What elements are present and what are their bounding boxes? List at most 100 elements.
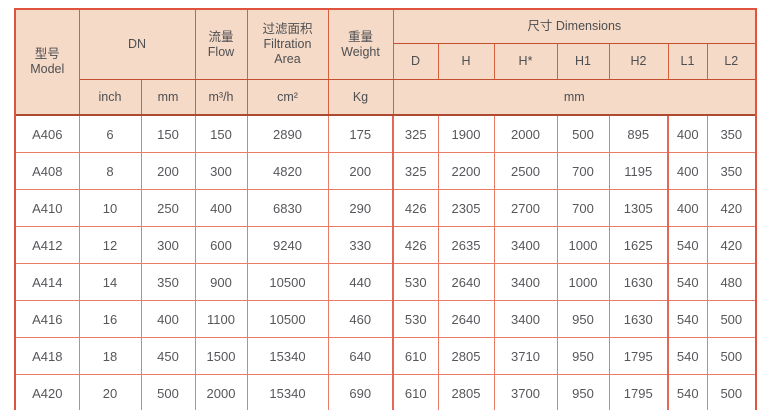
cell-dim-h1: 700 — [556, 189, 610, 227]
model-cell: A406 — [14, 114, 80, 153]
unit-dn-mm: mm — [140, 79, 196, 116]
model-cell: A412 — [14, 226, 80, 264]
cell-dim-h2: 1795 — [608, 337, 669, 375]
table-row: A416 16 400 1100 10500 460 530 2640 3400… — [14, 300, 758, 338]
cell-weight: 290 — [327, 189, 394, 227]
cell-dim-l2: 500 — [706, 374, 758, 410]
table-row: A418 18 450 1500 15340 640 610 2805 3710… — [14, 337, 758, 375]
spec-table: 型号 Model DN 流量 Flow 过滤面积 Filtration Area… — [14, 8, 758, 410]
cell-dim-l2: 480 — [706, 263, 758, 301]
cell-dn-inch: 6 — [78, 114, 142, 153]
cell-dim-h2: 1195 — [608, 152, 669, 190]
cell-dim-l2: 420 — [706, 226, 758, 264]
cell-dim-h1: 950 — [556, 374, 610, 410]
cell-dim-d: 530 — [392, 263, 439, 301]
cell-dn-mm: 450 — [140, 337, 196, 375]
cell-dim-h2: 895 — [608, 114, 669, 153]
cell-dim-l2: 350 — [706, 152, 758, 190]
header-dim-l1: L1 — [667, 43, 708, 80]
table-row: A414 14 350 900 10500 440 530 2640 3400 … — [14, 263, 758, 301]
cell-flow: 900 — [194, 263, 248, 301]
cell-dim-hstar: 3700 — [493, 374, 558, 410]
cell-filtration-area: 2890 — [246, 114, 329, 153]
cell-dim-hstar: 3710 — [493, 337, 558, 375]
cell-dim-h: 2805 — [437, 337, 495, 375]
header-dimensions: 尺寸 Dimensions — [392, 8, 757, 44]
cell-flow: 1100 — [194, 300, 248, 338]
cell-filtration-area: 10500 — [246, 263, 329, 301]
cell-weight: 460 — [327, 300, 394, 338]
cell-dn-inch: 12 — [78, 226, 142, 264]
header-row-dimension-columns: D H H* H1 H2 L1 L2 — [15, 43, 757, 80]
table-row: A408 8 200 300 4820 200 325 2200 2500 70… — [14, 152, 758, 190]
cell-dim-h: 2635 — [437, 226, 495, 264]
header-filtration-area: 过滤面积 Filtration Area — [246, 8, 329, 80]
unit-filtration-area: cm² — [246, 79, 329, 116]
cell-dim-l1: 400 — [667, 189, 708, 227]
cell-filtration-area: 6830 — [246, 189, 329, 227]
cell-dim-d: 426 — [392, 189, 439, 227]
cell-dim-h1: 950 — [556, 300, 610, 338]
cell-dim-d: 610 — [392, 337, 439, 375]
cell-dn-inch: 16 — [78, 300, 142, 338]
unit-dimensions: mm — [392, 79, 757, 116]
table-body: A406 6 150 150 2890 175 325 1900 2000 50… — [14, 114, 758, 410]
cell-dim-h: 2305 — [437, 189, 495, 227]
table-row: A410 10 250 400 6830 290 426 2305 2700 7… — [14, 189, 758, 227]
cell-dn-mm: 250 — [140, 189, 196, 227]
cell-dn-inch: 8 — [78, 152, 142, 190]
header-dim-l2: L2 — [706, 43, 757, 80]
table-row: A420 20 500 2000 15340 690 610 2805 3700… — [14, 374, 758, 410]
table-header: 型号 Model DN 流量 Flow 过滤面积 Filtration Area… — [14, 8, 757, 116]
cell-flow: 600 — [194, 226, 248, 264]
cell-dim-hstar: 2000 — [493, 114, 558, 153]
cell-dim-l1: 400 — [667, 114, 708, 153]
unit-dn-inch: inch — [78, 79, 142, 116]
cell-dim-l1: 540 — [667, 374, 708, 410]
cell-flow: 2000 — [194, 374, 248, 410]
cell-filtration-area: 15340 — [246, 337, 329, 375]
cell-filtration-area: 10500 — [246, 300, 329, 338]
header-weight: 重量 Weight — [327, 8, 394, 80]
header-dim-hstar: H* — [493, 43, 558, 80]
table-row: A412 12 300 600 9240 330 426 2635 3400 1… — [14, 226, 758, 264]
cell-dim-h2: 1630 — [608, 300, 669, 338]
header-dim-h: H — [437, 43, 495, 80]
cell-dim-h: 1900 — [437, 114, 495, 153]
header-flow: 流量 Flow — [194, 8, 248, 80]
model-cell: A414 — [14, 263, 80, 301]
model-cell: A410 — [14, 189, 80, 227]
cell-dn-mm: 400 — [140, 300, 196, 338]
table-row: A406 6 150 150 2890 175 325 1900 2000 50… — [14, 114, 758, 153]
model-cell: A418 — [14, 337, 80, 375]
cell-filtration-area: 4820 — [246, 152, 329, 190]
cell-dim-h: 2640 — [437, 263, 495, 301]
cell-dn-inch: 10 — [78, 189, 142, 227]
cell-dim-l2: 500 — [706, 300, 758, 338]
cell-dim-l1: 400 — [667, 152, 708, 190]
cell-dim-d: 610 — [392, 374, 439, 410]
cell-weight: 640 — [327, 337, 394, 375]
cell-dim-l1: 540 — [667, 226, 708, 264]
cell-dim-h1: 500 — [556, 114, 610, 153]
cell-filtration-area: 15340 — [246, 374, 329, 410]
cell-dim-h1: 1000 — [556, 226, 610, 264]
cell-dim-l2: 350 — [706, 114, 758, 153]
cell-dim-l2: 420 — [706, 189, 758, 227]
cell-dim-l1: 540 — [667, 263, 708, 301]
cell-dim-d: 426 — [392, 226, 439, 264]
cell-dim-h2: 1305 — [608, 189, 669, 227]
cell-dn-mm: 500 — [140, 374, 196, 410]
cell-dim-d: 530 — [392, 300, 439, 338]
cell-dn-inch: 20 — [78, 374, 142, 410]
cell-flow: 300 — [194, 152, 248, 190]
cell-flow: 150 — [194, 114, 248, 153]
cell-dim-d: 325 — [392, 152, 439, 190]
header-row-units: inch mm m³/h cm² Kg mm — [15, 79, 757, 116]
cell-dim-hstar: 3400 — [493, 263, 558, 301]
cell-dn-mm: 150 — [140, 114, 196, 153]
header-dim-h2: H2 — [608, 43, 669, 80]
cell-dim-l1: 540 — [667, 337, 708, 375]
cell-dim-l2: 500 — [706, 337, 758, 375]
